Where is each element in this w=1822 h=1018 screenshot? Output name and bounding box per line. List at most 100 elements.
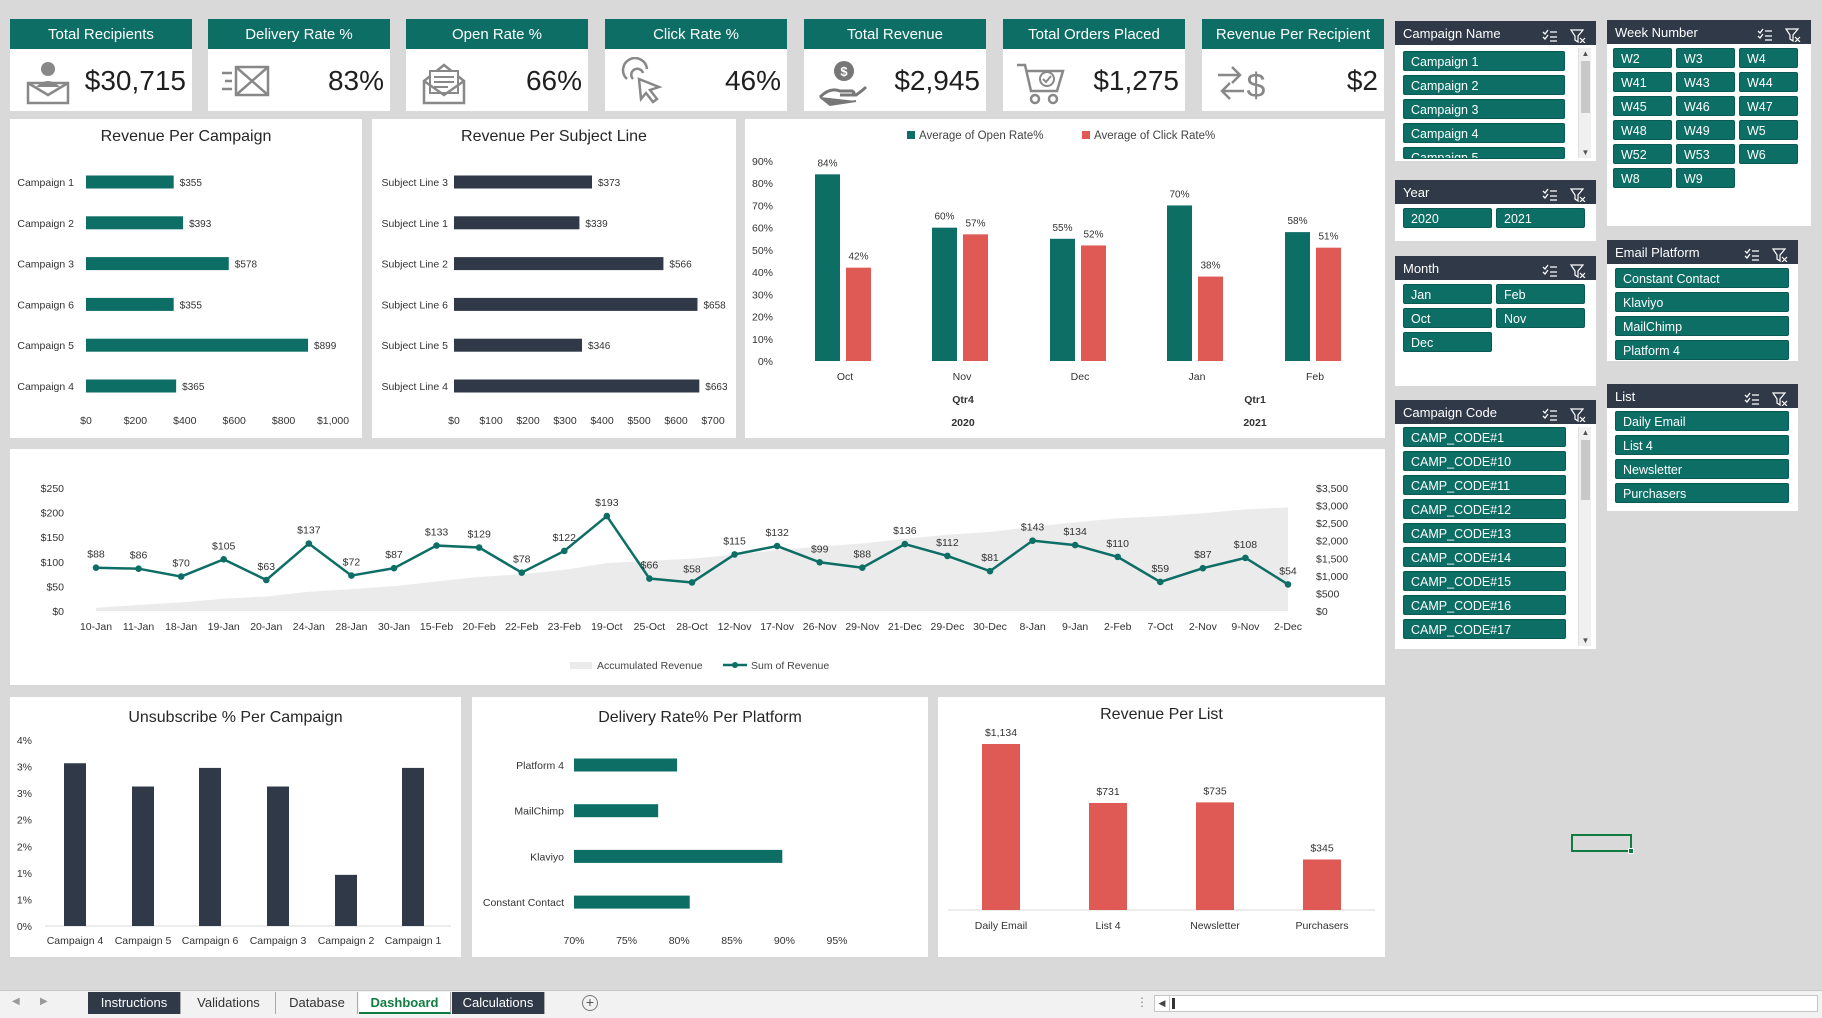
slicer-scrollbar[interactable]: ▲ ▼: [1578, 427, 1591, 646]
slicer-item[interactable]: Platform 4: [1615, 340, 1789, 360]
tick-label: $2,500: [1316, 518, 1348, 530]
chart-title: Unsubscribe % Per Campaign: [128, 709, 343, 726]
data-label: 84%: [817, 158, 837, 169]
fill-handle[interactable]: [1628, 848, 1634, 854]
selected-cell[interactable]: [1571, 834, 1632, 852]
tick-label: $0: [448, 415, 460, 427]
slicer-title-text: Year: [1403, 185, 1430, 200]
data-label: $58: [683, 563, 701, 575]
slicer-item[interactable]: 2021: [1496, 208, 1585, 228]
slicer-scrollbar[interactable]: ▲ ▼: [1578, 48, 1591, 158]
sheet-options-icon[interactable]: ⋮: [1136, 995, 1148, 1009]
clear-filter-icon[interactable]: [1569, 26, 1586, 44]
slicer-item[interactable]: W47: [1739, 96, 1798, 116]
multi-select-icon[interactable]: [1744, 389, 1760, 405]
scroll-tabs-right-icon[interactable]: ▶: [40, 996, 48, 1007]
slicer-item[interactable]: Constant Contact: [1615, 268, 1789, 288]
delivery-platform-chart: Platform 4 MailChimp Klaviyo Constant Conta…: [483, 758, 848, 947]
scroll-thumb[interactable]: [1581, 61, 1590, 113]
slicer-item[interactable]: W9: [1676, 168, 1735, 188]
data-point: [475, 544, 483, 551]
slicer-item[interactable]: 2020: [1403, 208, 1492, 228]
slicer-item[interactable]: W41: [1613, 72, 1672, 92]
sheet-tab[interactable]: Dashboard: [359, 992, 451, 1014]
slicer-item[interactable]: CAMP_CODE#16: [1403, 595, 1566, 615]
slicer-item[interactable]: Klaviyo: [1615, 292, 1789, 312]
multi-select-icon[interactable]: [1542, 261, 1558, 277]
slicer-item[interactable]: W43: [1676, 72, 1735, 92]
slicer-item[interactable]: Campaign 1: [1403, 51, 1565, 71]
scroll-left-icon[interactable]: ◀: [1155, 996, 1170, 1011]
slicer-item[interactable]: W3: [1676, 48, 1735, 68]
clear-filter-icon[interactable]: [1771, 245, 1788, 263]
slicer-item[interactable]: Newsletter: [1615, 459, 1789, 479]
slicer-item[interactable]: CAMP_CODE#1: [1403, 427, 1566, 447]
slicer-item[interactable]: Dec: [1403, 332, 1492, 352]
slicer-item[interactable]: W44: [1739, 72, 1798, 92]
tick-label: 30%: [752, 289, 773, 301]
slicer-item[interactable]: CAMP_CODE#12: [1403, 499, 1566, 519]
slicer-item[interactable]: W45: [1613, 96, 1672, 116]
slicer-item[interactable]: Campaign 4: [1403, 123, 1565, 143]
slicer-item[interactable]: MailChimp: [1615, 316, 1789, 336]
slicer-item[interactable]: W52: [1613, 144, 1672, 164]
data-label: 51%: [1318, 232, 1338, 243]
slicer-item[interactable]: CAMP_CODE#14: [1403, 547, 1566, 567]
slicer-title: Month: [1395, 256, 1596, 280]
slicer-item[interactable]: CAMP_CODE#10: [1403, 451, 1566, 471]
slicer-item[interactable]: W49: [1676, 120, 1735, 140]
slicer-item[interactable]: Nov: [1496, 308, 1585, 328]
x-tick-label: 18-Jan: [165, 621, 197, 633]
multi-select-icon[interactable]: [1542, 185, 1558, 201]
slicer-item[interactable]: W4: [1739, 48, 1798, 68]
scroll-thumb[interactable]: [1581, 440, 1590, 500]
sheet-tab[interactable]: Calculations: [452, 992, 545, 1014]
scroll-up-icon[interactable]: ▲: [1581, 49, 1590, 58]
clear-filter-icon[interactable]: [1784, 25, 1801, 43]
slicer-item[interactable]: CAMP_CODE#11: [1403, 475, 1566, 495]
data-label: 55%: [1052, 223, 1072, 234]
clear-filter-icon[interactable]: [1569, 261, 1586, 279]
clear-filter-icon[interactable]: [1771, 389, 1788, 407]
multi-select-icon[interactable]: [1757, 25, 1773, 41]
slicer-item[interactable]: W5: [1739, 120, 1798, 140]
slicer-item[interactable]: W6: [1739, 144, 1798, 164]
slicer-item[interactable]: Campaign 2: [1403, 75, 1565, 95]
scroll-tabs-left-icon[interactable]: ◀: [12, 996, 20, 1007]
sheet-tab[interactable]: Instructions: [88, 992, 181, 1014]
multi-select-icon[interactable]: [1542, 405, 1558, 421]
scroll-up-icon[interactable]: ▲: [1581, 428, 1590, 437]
slicer-item[interactable]: W8: [1613, 168, 1672, 188]
multi-select-icon[interactable]: [1542, 26, 1558, 42]
slicer-item[interactable]: W46: [1676, 96, 1735, 116]
slicer-item[interactable]: List 4: [1615, 435, 1789, 455]
multi-select-icon[interactable]: [1744, 245, 1760, 261]
slicer-item[interactable]: Jan: [1403, 284, 1492, 304]
add-sheet-icon[interactable]: +: [582, 995, 598, 1011]
scroll-thumb[interactable]: [1172, 998, 1175, 1009]
data-label: $87: [385, 549, 403, 561]
slicer-item[interactable]: W48: [1613, 120, 1672, 140]
slicer-item[interactable]: Daily Email: [1615, 411, 1789, 431]
quarter-label: Qtr4: [952, 394, 974, 406]
slicer-item[interactable]: W53: [1676, 144, 1735, 164]
clear-filter-icon[interactable]: [1569, 185, 1586, 203]
slicer-item[interactable]: CAMP_CODE#13: [1403, 523, 1566, 543]
slicer-item[interactable]: Oct: [1403, 308, 1492, 328]
scroll-down-icon[interactable]: ▼: [1581, 148, 1590, 157]
clear-filter-icon[interactable]: [1569, 405, 1586, 423]
slicer-item[interactable]: CAMP_CODE#17: [1403, 619, 1566, 639]
sheet-tab[interactable]: Database: [277, 992, 358, 1014]
slicer-item[interactable]: Purchasers: [1615, 483, 1789, 503]
slicer-item[interactable]: CAMP_CODE#15: [1403, 571, 1566, 591]
data-point: [1114, 553, 1122, 561]
scroll-down-icon[interactable]: ▼: [1581, 636, 1590, 645]
slicer-item[interactable]: W2: [1613, 48, 1672, 68]
horizontal-scrollbar[interactable]: ◀: [1154, 995, 1818, 1012]
slicer-item[interactable]: Campaign 5: [1403, 147, 1565, 159]
slicer-item[interactable]: Feb: [1496, 284, 1585, 304]
slicer-item[interactable]: Campaign 3: [1403, 99, 1565, 119]
sheet-tab[interactable]: Validations: [182, 992, 276, 1014]
category-label: Campaign 2: [17, 218, 74, 230]
data-label: $365: [182, 382, 205, 393]
